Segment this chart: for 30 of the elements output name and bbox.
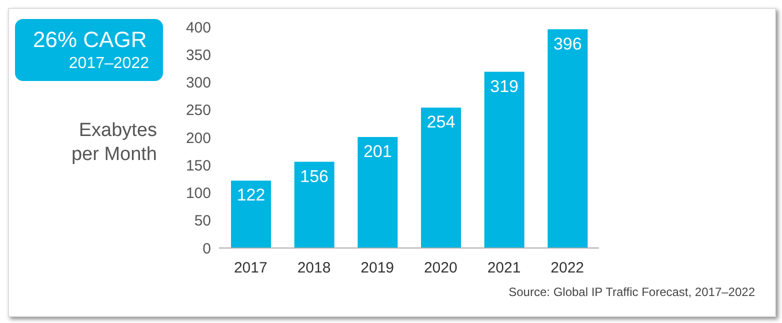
data-label: 319 bbox=[490, 76, 519, 96]
x-tick-label: 2020 bbox=[424, 260, 458, 277]
bar bbox=[421, 108, 461, 248]
y-tick-label: 0 bbox=[202, 240, 211, 258]
y-tick-label: 100 bbox=[186, 185, 211, 202]
callout-box: 26% CAGR 2017–2022 bbox=[15, 19, 163, 81]
x-tick-label: 2022 bbox=[550, 260, 584, 277]
data-label: 201 bbox=[363, 142, 392, 162]
bar bbox=[294, 162, 334, 248]
source-note: Source: Global IP Traffic Forecast, 2017–2022 bbox=[508, 285, 755, 299]
data-label: 156 bbox=[300, 166, 329, 186]
data-label: 396 bbox=[553, 34, 582, 54]
x-tick-label: 2018 bbox=[297, 260, 331, 277]
data-label: 122 bbox=[236, 186, 266, 205]
x-tick-label: 2021 bbox=[487, 260, 521, 277]
x-tick-label: 2019 bbox=[360, 260, 394, 277]
bar bbox=[358, 136, 398, 248]
y-tick-label: 400 bbox=[186, 19, 211, 36]
y-tick-label: 350 bbox=[186, 46, 211, 64]
bar bbox=[548, 29, 588, 248]
y-tick-label: 300 bbox=[186, 74, 211, 92]
y-tick-label: 150 bbox=[186, 157, 211, 174]
bar bbox=[231, 180, 271, 248]
y-tick-label: 50 bbox=[194, 212, 211, 230]
bar bbox=[484, 72, 524, 248]
x-tick-label: 2017 bbox=[234, 260, 268, 277]
y-tick-label: 200 bbox=[186, 130, 211, 147]
y-tick-label: 250 bbox=[186, 102, 211, 120]
y-axis-title: Exabytes per Month bbox=[70, 119, 157, 167]
data-label: 254 bbox=[426, 112, 456, 132]
